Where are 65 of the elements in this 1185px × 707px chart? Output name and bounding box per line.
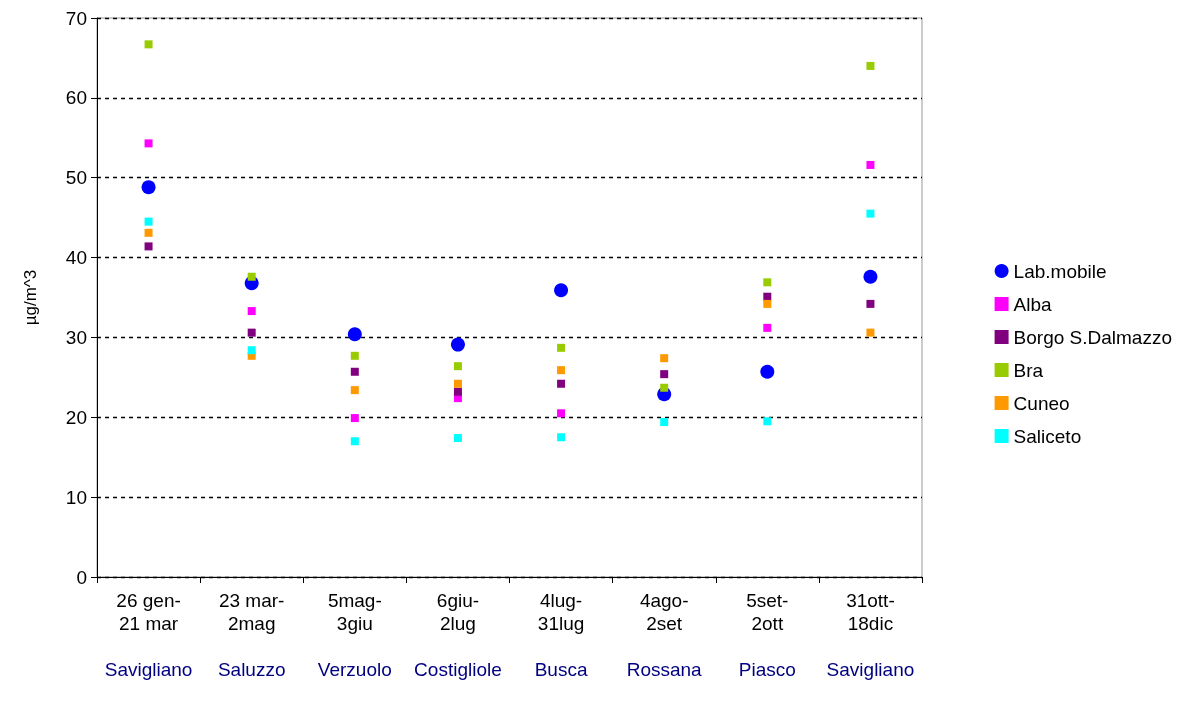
point [350, 437, 359, 446]
point [350, 414, 359, 423]
point [554, 283, 569, 298]
point [763, 323, 772, 332]
category-label: 31ott- 18dic Savigliano [826, 590, 915, 680]
legend-label: Lab.mobile [1013, 260, 1107, 282]
category-label: 5set- 2ott Piasco [738, 590, 796, 680]
category-label: 23 mar- 2mag Saluzzo [217, 590, 286, 680]
point [247, 328, 256, 337]
legend-label: Borgo S.Dalmazzo [1013, 326, 1172, 348]
point [144, 139, 153, 148]
point [453, 387, 462, 396]
point [760, 364, 775, 379]
point [660, 418, 669, 427]
category-label: 26 gen- 21 mar Savigliano [104, 590, 193, 680]
y-tick-label: 0 [76, 566, 87, 588]
legend-label: Saliceto [1013, 425, 1082, 447]
point [557, 343, 566, 352]
point [453, 379, 462, 388]
point [350, 351, 359, 360]
point [660, 383, 669, 392]
point [866, 160, 875, 169]
category-label: 4lug- 31lug Busca [534, 590, 588, 680]
point [141, 180, 156, 195]
category-label: 5mag- 3giu Verzuolo [317, 590, 392, 680]
point [144, 242, 153, 251]
point [763, 278, 772, 287]
point [660, 354, 669, 363]
point [144, 228, 153, 237]
point [450, 337, 465, 352]
point [144, 217, 153, 226]
legend-label: Bra [1013, 359, 1044, 381]
point [763, 417, 772, 426]
point [453, 362, 462, 371]
y-tick-label: 60 [65, 87, 87, 109]
y-tick-label: 50 [65, 167, 87, 189]
point [866, 299, 875, 308]
point [866, 209, 875, 218]
point [557, 366, 566, 375]
point [660, 370, 669, 379]
point [557, 379, 566, 388]
point [866, 61, 875, 70]
point [247, 272, 256, 281]
point [557, 409, 566, 418]
point [144, 40, 153, 49]
point [863, 269, 878, 284]
point [866, 328, 875, 337]
point [557, 433, 566, 442]
y-tick-label: 70 [65, 7, 87, 29]
point [350, 386, 359, 395]
category-label: 4ago- 2set Rossana [626, 590, 702, 680]
point [247, 307, 256, 316]
point [763, 299, 772, 308]
y-tick-label: 10 [65, 486, 87, 508]
y-tick-label: 30 [65, 326, 87, 348]
y-tick-label: 40 [65, 247, 87, 269]
legend-label: Cuneo [1013, 392, 1070, 414]
point [453, 434, 462, 443]
point [247, 346, 256, 355]
category-label: 6giu- 2lug Costigliole [414, 590, 502, 680]
point [347, 327, 362, 342]
y-axis-title: µg/m^3 [21, 269, 40, 326]
point [350, 367, 359, 376]
y-tick-label: 20 [65, 406, 87, 428]
legend-label: Alba [1013, 293, 1053, 315]
